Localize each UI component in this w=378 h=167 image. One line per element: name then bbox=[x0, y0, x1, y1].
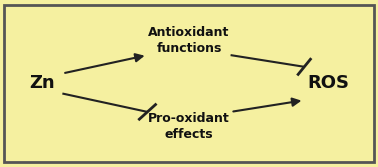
Text: ROS: ROS bbox=[308, 74, 350, 93]
Text: Antioxidant
functions: Antioxidant functions bbox=[148, 26, 230, 55]
Text: Pro-oxidant
effects: Pro-oxidant effects bbox=[148, 112, 230, 141]
Text: Zn: Zn bbox=[29, 74, 54, 93]
